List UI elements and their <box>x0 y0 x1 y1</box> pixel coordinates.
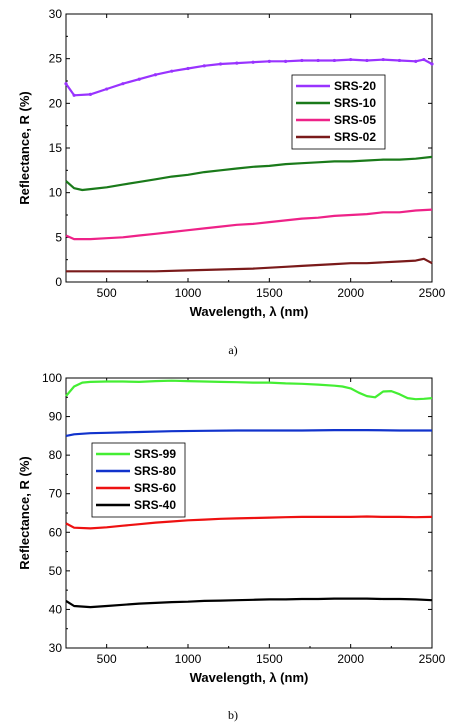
series-point-srs-20 <box>64 82 68 86</box>
legend-label-srs-80: SRS-80 <box>134 464 176 478</box>
y-tick-label: 50 <box>49 564 63 578</box>
legend-label-srs-20: SRS-20 <box>334 79 376 93</box>
y-tick-label: 70 <box>49 487 63 501</box>
figure-caption: b) <box>228 708 238 722</box>
x-tick-label: 1500 <box>256 652 283 666</box>
series-point-srs-20 <box>218 62 223 66</box>
x-axis-title: Wavelength, λ (nm) <box>190 670 309 685</box>
figure-caption: a) <box>228 343 237 357</box>
x-tick-label: 2500 <box>419 652 446 666</box>
y-tick-label: 100 <box>42 371 62 385</box>
series-point-srs-20 <box>72 93 76 97</box>
series-line-srs-60 <box>65 515 433 530</box>
series-point-srs-20 <box>284 59 288 63</box>
legend-label-srs-99: SRS-99 <box>134 447 176 461</box>
series-point-srs-20 <box>137 77 141 81</box>
y-tick-label: 25 <box>49 52 63 66</box>
series-point-srs-20 <box>267 59 271 63</box>
y-tick-label: 0 <box>55 275 62 289</box>
chart-panel-b: 30 40 50 60 70 80 90 100 500 1000 1500 2000 2500 Wave… <box>17 371 446 722</box>
x-tick-label: 500 <box>97 286 117 300</box>
legend-label-srs-40: SRS-40 <box>134 498 176 512</box>
legend-label-srs-02: SRS-02 <box>334 130 376 144</box>
series-point-srs-20 <box>332 58 336 63</box>
series-point-srs-20 <box>251 60 255 64</box>
x-tick-label: 2000 <box>337 286 364 300</box>
series-point-srs-20 <box>365 58 369 63</box>
series-point-srs-20 <box>121 82 125 86</box>
y-tick-label: 30 <box>49 7 63 21</box>
series-point-srs-20 <box>235 61 239 65</box>
x-tick-label: 2500 <box>419 286 446 300</box>
series-point-srs-20 <box>414 59 418 63</box>
x-tick-label: 1000 <box>175 652 202 666</box>
series-point-srs-20 <box>186 66 190 71</box>
series-point-srs-20 <box>430 62 434 66</box>
y-tick-label: 30 <box>49 641 63 655</box>
series-point-srs-20 <box>300 58 304 63</box>
series-point-srs-20 <box>105 87 109 91</box>
y-tick-label: 20 <box>49 96 63 110</box>
y-axis-title: Reflectance, R (%) <box>17 91 32 204</box>
y-tick-label: 90 <box>49 410 63 424</box>
series-point-srs-20 <box>88 92 92 96</box>
series-line-srs-80 <box>65 429 432 437</box>
y-tick-label: 40 <box>49 602 63 616</box>
series-point-srs-20 <box>381 57 385 62</box>
series-point-srs-20 <box>422 57 426 62</box>
legend-label-srs-05: SRS-05 <box>334 113 376 127</box>
series-point-srs-20 <box>202 64 206 68</box>
legend-label-srs-10: SRS-10 <box>334 96 376 110</box>
series-line-srs-05 <box>65 208 433 241</box>
series-point-srs-20 <box>349 57 353 62</box>
y-tick-label: 60 <box>49 525 63 539</box>
series-line-srs-10 <box>65 155 433 192</box>
y-tick-label: 15 <box>49 141 63 155</box>
series-point-srs-20 <box>153 73 158 77</box>
chart-panel-a: 0 5 10 15 20 25 30 500 1000 1500 2000 2500 Wavelengt… <box>17 7 446 357</box>
series-point-srs-20 <box>397 58 402 63</box>
x-tick-label: 500 <box>97 652 117 666</box>
series-point-srs-20 <box>170 69 174 73</box>
series-point-srs-20 <box>316 58 320 63</box>
y-tick-label: 80 <box>49 448 63 462</box>
series-line-srs-99 <box>65 379 433 401</box>
series-line-srs-02 <box>66 257 433 273</box>
x-tick-label: 1500 <box>256 286 283 300</box>
series-line-srs-40 <box>65 597 433 609</box>
x-tick-label: 2000 <box>337 652 364 666</box>
legend-label-srs-60: SRS-60 <box>134 481 176 495</box>
x-tick-label: 1000 <box>175 286 202 300</box>
y-axis-title: Reflectance, R (%) <box>17 456 32 569</box>
y-tick-label: 5 <box>55 230 62 244</box>
x-axis-title: Wavelength, λ (nm) <box>190 304 309 319</box>
y-tick-label: 10 <box>49 186 63 200</box>
